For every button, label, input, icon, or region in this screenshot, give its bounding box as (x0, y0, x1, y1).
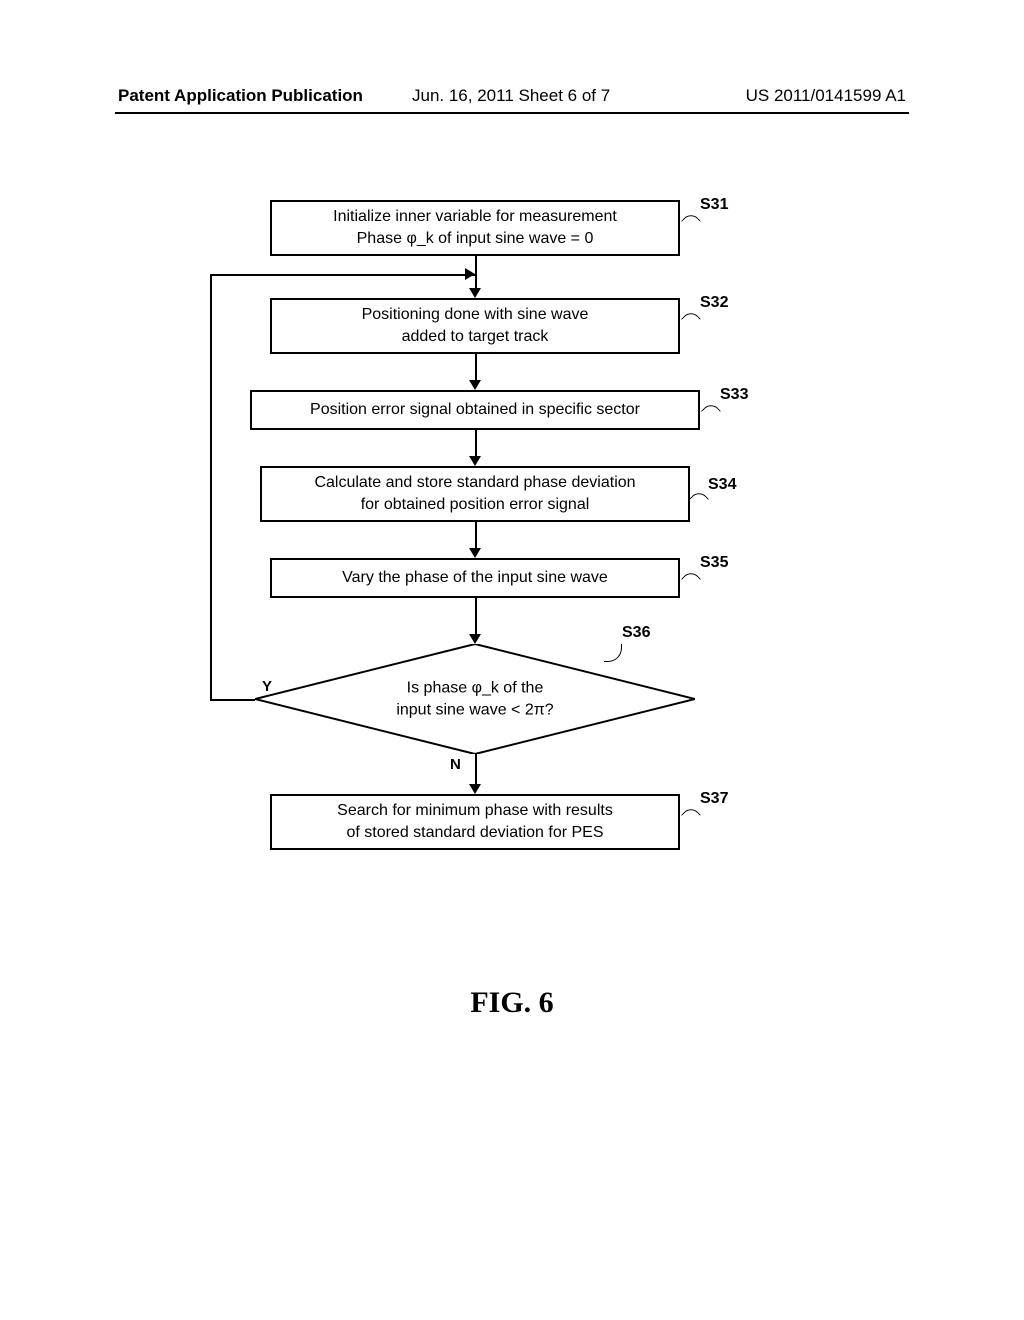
loop-top-arrow (465, 268, 475, 280)
header-rule (115, 112, 909, 114)
header-left: Patent Application Publication (118, 86, 363, 106)
arrow1-head (469, 288, 481, 298)
figure-caption: FIG. 6 (0, 986, 1024, 1020)
callout-s34 (689, 489, 709, 509)
step-s37-line1: Search for minimum phase with results (337, 800, 613, 822)
callout-s31 (681, 211, 701, 231)
loop-top-line (210, 274, 475, 276)
step-s36-line2: input sine wave < 2π? (255, 699, 695, 721)
y-v-line (210, 274, 212, 699)
page-header: Patent Application Publication Jun. 16, … (0, 86, 1024, 108)
step-s32-line1: Positioning done with sine wave (362, 304, 589, 326)
step-s37-label: S37 (700, 790, 728, 808)
callout-s35 (681, 569, 701, 589)
callout-s32 (681, 309, 701, 329)
arrow5-head (469, 634, 481, 644)
arrow6-line (475, 754, 477, 788)
step-s36-diamond: Is phase φ_k of the input sine wave < 2π… (255, 644, 695, 754)
step-s37-box: Search for minimum phase with results of… (270, 794, 680, 850)
arrow3-head (469, 456, 481, 466)
step-s35-label: S35 (700, 554, 728, 572)
step-s32-line2: added to target track (402, 326, 549, 348)
arrow5-line (475, 598, 477, 638)
step-s31-label: S31 (700, 196, 728, 214)
step-s34-box: Calculate and store standard phase devia… (260, 466, 690, 522)
step-s35-line1: Vary the phase of the input sine wave (342, 567, 608, 589)
step-s31-line2: Phase φ_k of input sine wave = 0 (357, 228, 594, 250)
callout-s33 (701, 401, 721, 421)
step-s31-box: Initialize inner variable for measuremen… (270, 200, 680, 256)
step-s33-box: Position error signal obtained in specif… (250, 390, 700, 430)
arrow6-head (469, 784, 481, 794)
arrow2-head (469, 380, 481, 390)
step-s34-line1: Calculate and store standard phase devia… (314, 472, 635, 494)
step-s31-line1: Initialize inner variable for measuremen… (333, 206, 617, 228)
arrow4-head (469, 548, 481, 558)
header-mid: Jun. 16, 2011 Sheet 6 of 7 (412, 86, 610, 106)
step-s33-label: S33 (720, 386, 748, 404)
step-s36-label: S36 (622, 624, 650, 642)
branch-yes-label: Y (262, 678, 272, 695)
header-right: US 2011/0141599 A1 (746, 86, 906, 106)
step-s34-line2: for obtained position error signal (361, 494, 590, 516)
step-s33-line1: Position error signal obtained in specif… (310, 399, 640, 421)
step-s37-line2: of stored standard deviation for PES (346, 822, 603, 844)
step-s32-label: S32 (700, 294, 728, 312)
callout-s37 (681, 805, 701, 825)
step-s35-box: Vary the phase of the input sine wave (270, 558, 680, 598)
step-s36-line1: Is phase φ_k of the (255, 677, 695, 699)
step-s32-box: Positioning done with sine wave added to… (270, 298, 680, 354)
step-s34-label: S34 (708, 476, 736, 494)
branch-no-label: N (450, 756, 461, 773)
y-h-line (210, 699, 255, 701)
